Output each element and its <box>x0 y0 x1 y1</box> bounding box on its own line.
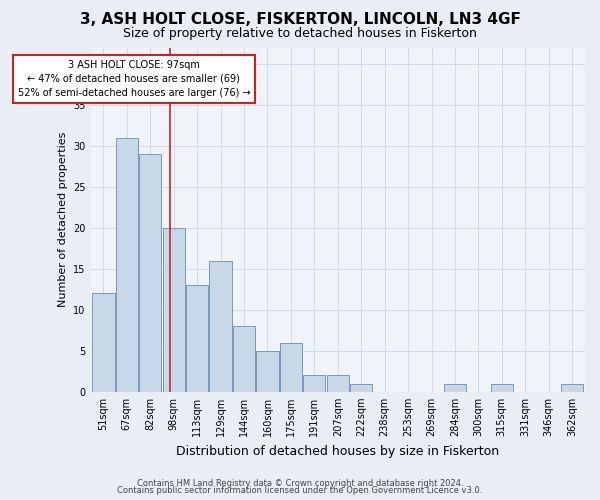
Bar <box>163 228 185 392</box>
Bar <box>186 285 208 392</box>
Text: 3, ASH HOLT CLOSE, FISKERTON, LINCOLN, LN3 4GF: 3, ASH HOLT CLOSE, FISKERTON, LINCOLN, L… <box>80 12 520 28</box>
Bar <box>326 376 349 392</box>
Bar <box>209 260 232 392</box>
Text: Size of property relative to detached houses in Fiskerton: Size of property relative to detached ho… <box>123 28 477 40</box>
Bar <box>116 138 138 392</box>
Text: Contains HM Land Registry data © Crown copyright and database right 2024.: Contains HM Land Registry data © Crown c… <box>137 478 463 488</box>
Bar <box>444 384 466 392</box>
X-axis label: Distribution of detached houses by size in Fiskerton: Distribution of detached houses by size … <box>176 444 499 458</box>
Text: Contains public sector information licensed under the Open Government Licence v3: Contains public sector information licen… <box>118 486 482 495</box>
Bar <box>561 384 583 392</box>
Bar <box>256 351 278 392</box>
Bar <box>92 294 115 392</box>
Bar <box>303 376 325 392</box>
Bar <box>233 326 255 392</box>
Bar <box>280 342 302 392</box>
Bar <box>139 154 161 392</box>
Bar <box>350 384 373 392</box>
Text: 3 ASH HOLT CLOSE: 97sqm
← 47% of detached houses are smaller (69)
52% of semi-de: 3 ASH HOLT CLOSE: 97sqm ← 47% of detache… <box>17 60 250 98</box>
Bar <box>491 384 513 392</box>
Y-axis label: Number of detached properties: Number of detached properties <box>58 132 68 308</box>
